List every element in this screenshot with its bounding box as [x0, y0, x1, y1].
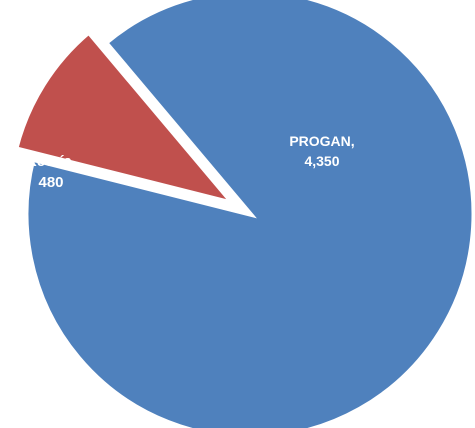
- pie-slice-recr-a: [12, 28, 240, 208]
- data-label-recr-a-category: Recría,: [26, 153, 76, 170]
- data-label-progan: PROGAN, 4,350: [289, 133, 354, 169]
- pie-slice-progan: [23, 0, 475, 428]
- data-label-recr-a: Recría, 480: [26, 153, 76, 191]
- data-label-progan-category: PROGAN,: [289, 133, 354, 149]
- data-label-progan-value: 4,350: [304, 153, 339, 169]
- data-label-recr-a-value: 480: [38, 174, 63, 191]
